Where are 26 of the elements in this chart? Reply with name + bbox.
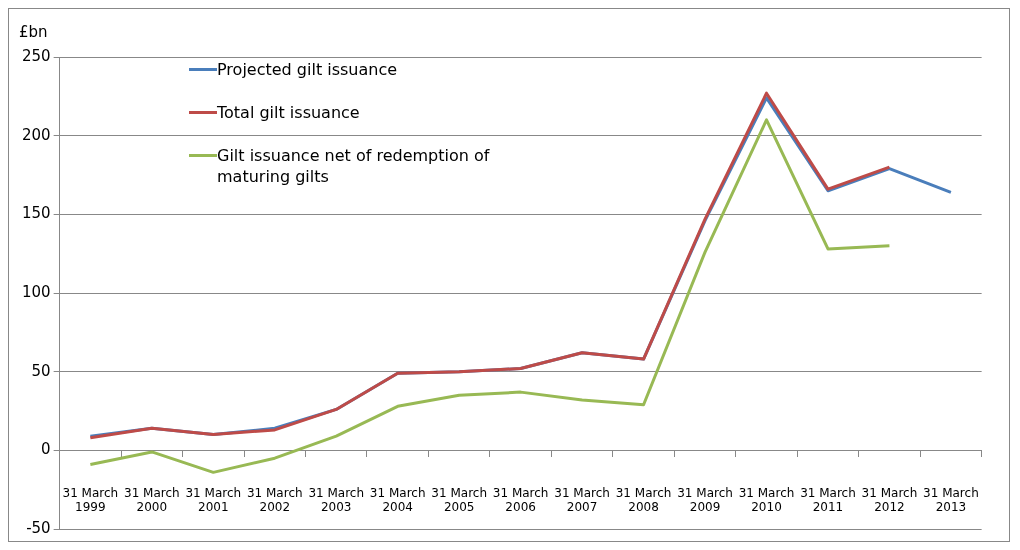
y-tick-label: 50	[31, 361, 51, 380]
x-tick-label: 31 March 2003	[308, 485, 365, 515]
x-tick-label: 31 March 2011	[800, 485, 856, 515]
y-tick-label: 250	[21, 46, 51, 65]
y-tick-label: 0	[41, 440, 51, 459]
x-tick-label: 31 March 2008	[615, 485, 672, 515]
x-tick-label: 31 March 2010	[738, 485, 795, 515]
legend-label: Total gilt issuance	[217, 102, 360, 123]
x-tick-label: 31 March 2006	[492, 485, 549, 515]
x-tick-label: 31 March 1999	[62, 485, 119, 515]
y-axis-title: £bn	[19, 23, 48, 41]
x-tick-label: 31 March 2004	[369, 485, 426, 515]
legend-label: Gilt issuance net of redemption of maturing gilts	[217, 145, 491, 187]
y-tick-label: -50	[26, 518, 51, 537]
y-tick-label: 150	[21, 204, 51, 223]
x-tick-label: 31 March 2002	[246, 485, 303, 515]
x-tick-label: 31 March 2009	[677, 485, 733, 515]
x-tick-label: 31 March 2007	[554, 485, 610, 515]
x-tick-label: 31 March 2005	[431, 485, 487, 515]
legend-label: Projected gilt issuance	[217, 59, 398, 80]
x-tick-label: 31 March 2001	[185, 485, 242, 515]
y-tick-label: 200	[21, 125, 51, 144]
y-tick-label: 100	[21, 282, 51, 301]
x-tick-label: 31 March 2000	[123, 485, 180, 515]
x-tick-label: 31 March 2013	[923, 485, 979, 515]
x-tick-label: 31 March 2012	[861, 485, 918, 515]
